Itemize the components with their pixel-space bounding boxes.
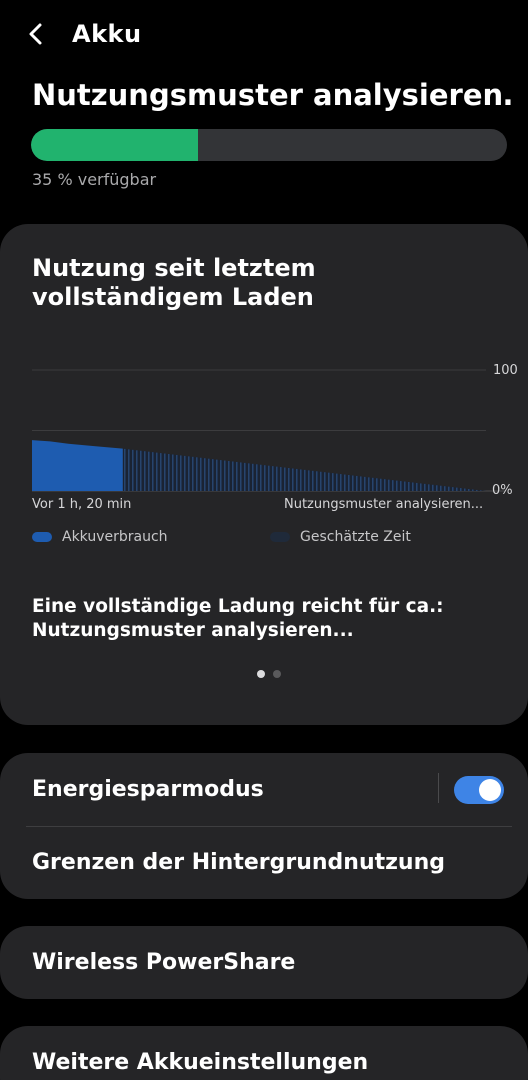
header-title: Akku [72,20,142,48]
x-axis-end-label: Nutzungsmuster analysieren... [284,497,484,512]
background-limits-row[interactable]: Grenzen der Hintergrundnutzung [0,826,528,899]
legend-swatch-estimated-time [270,532,290,542]
page-indicator [257,670,281,678]
battery-progress-fill [31,129,198,161]
estimated-time-area [122,448,487,491]
more-battery-settings-label: Weitere Akkueinstellungen [32,1050,369,1075]
row-divider-vertical [438,773,439,803]
y-axis-top-label: 100 [493,363,518,378]
chevron-left-icon[interactable] [26,16,56,52]
page-dot-1[interactable] [257,670,265,678]
battery-usage-area [32,440,123,491]
background-limits-label: Grenzen der Hintergrundnutzung [32,850,446,875]
legend-swatch-battery-usage [32,532,52,542]
wireless-powershare-row[interactable]: Wireless PowerShare [0,926,528,999]
x-axis-start-label: Vor 1 h, 20 min [32,497,132,512]
legend-label-estimated-time: Geschätzte Zeit [300,529,411,545]
app-header: Akku [26,16,142,52]
legend-label-battery-usage: Akkuverbrauch [62,529,168,545]
battery-progress-bar [31,129,507,161]
legend-battery-usage: Akkuverbrauch [32,529,168,545]
full-charge-estimate: Eine vollständige Ladung reicht für ca.:… [32,596,444,641]
page-dot-2[interactable] [273,670,281,678]
status-title: Nutzungsmuster analysieren… [32,78,512,112]
battery-available-text: 35 % verfügbar [32,170,157,189]
energy-saving-label: Energiesparmodus [32,777,264,802]
toggle-knob [479,779,501,801]
more-battery-settings-item: Weitere Akkueinstellungen [0,1026,528,1080]
y-axis-bottom-label: 0% [492,483,513,498]
legend-estimated-time: Geschätzte Zeit [270,529,411,545]
more-battery-settings-row[interactable]: Weitere Akkueinstellungen [0,1026,528,1080]
usage-title: Nutzung seit letztem vollständigem Laden [32,254,316,311]
energy-saving-row[interactable]: Energiesparmodus [0,753,528,826]
row-divider [26,826,512,827]
energy-saving-toggle[interactable] [454,776,504,804]
wireless-powershare-item: Wireless PowerShare [0,926,528,999]
usage-chart [32,369,506,492]
wireless-powershare-label: Wireless PowerShare [32,950,296,975]
